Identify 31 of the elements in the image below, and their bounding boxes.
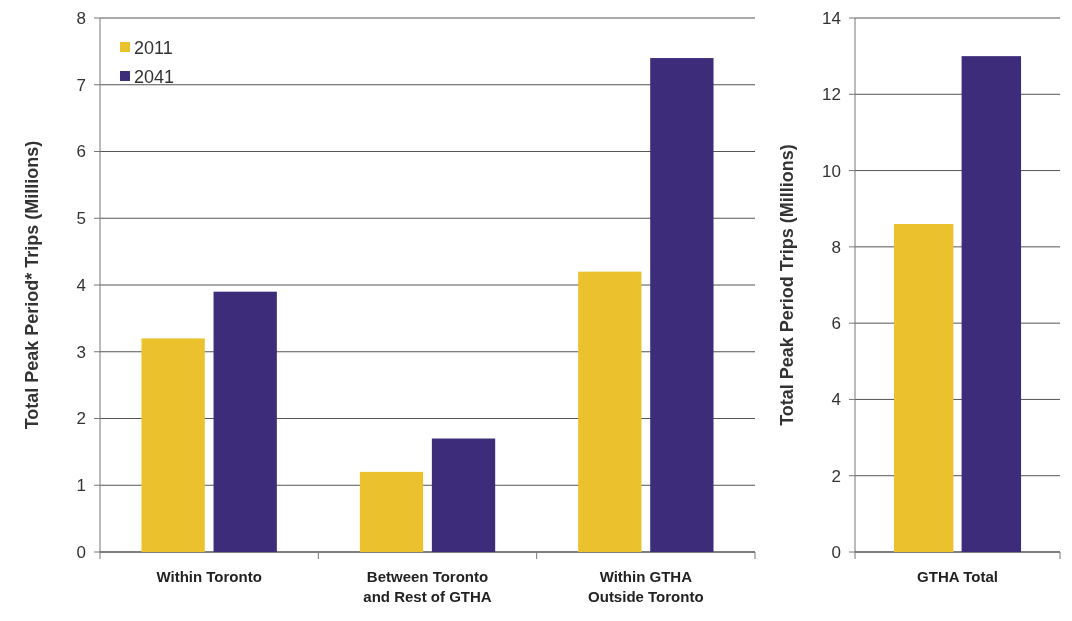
bar xyxy=(141,338,205,552)
y-tick-label: 0 xyxy=(831,542,841,562)
y-tick-label: 6 xyxy=(831,314,841,334)
bar xyxy=(578,271,642,552)
y-tick-label: 4 xyxy=(76,275,86,295)
y-axis-title: Total Peak Period* Trips (Millions) xyxy=(22,140,42,430)
y-tick-label: 12 xyxy=(822,85,841,105)
x-tick-label: Between Toronto and Rest of GTHA xyxy=(363,568,492,605)
y-tick-label: 1 xyxy=(76,476,86,496)
x-tick-label: GTHA Total xyxy=(917,568,998,585)
y-tick-label: 4 xyxy=(831,390,841,410)
bar xyxy=(213,291,277,552)
y-tick-label: 0 xyxy=(76,542,86,562)
x-tick-label: Within Toronto xyxy=(156,568,262,585)
bar xyxy=(431,438,496,552)
y-tick-label: 2 xyxy=(831,466,841,486)
bar xyxy=(650,58,714,552)
y-tick-label: 3 xyxy=(76,342,86,362)
y-tick-label: 10 xyxy=(822,161,841,181)
x-tick-label: Within GTHA Outside Toronto xyxy=(588,568,704,605)
y-tick-label: 2 xyxy=(76,409,86,429)
legend-label: 2041 xyxy=(134,67,175,88)
y-tick-label: 8 xyxy=(76,8,86,28)
y-tick-label: 6 xyxy=(76,142,86,162)
y-tick-label: 7 xyxy=(76,75,86,95)
y-tick-label: 14 xyxy=(822,8,841,28)
y-axis-title: Total Peak Period Trips (Millions) xyxy=(777,144,797,426)
y-tick-label: 5 xyxy=(76,209,86,229)
bar xyxy=(359,471,424,552)
legend-label: 2011 xyxy=(134,38,173,59)
y-tick-label: 8 xyxy=(831,237,841,257)
